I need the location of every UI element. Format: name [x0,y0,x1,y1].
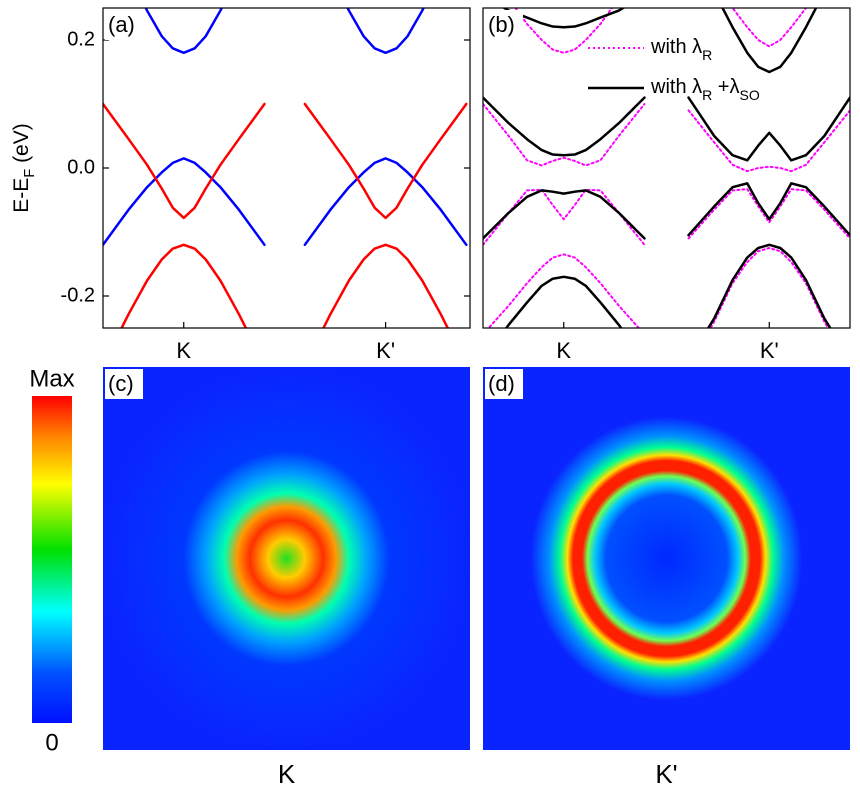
x-tick-label: K [176,338,191,363]
band-line [103,8,468,247]
heatmap [103,367,470,750]
colorbar-label: Max [29,365,74,392]
text-part: +λ [712,76,739,98]
frame [102,7,471,329]
panel-label: (a) [108,12,135,37]
text-part: with λ [650,76,702,98]
band-line [103,102,468,328]
y-tick-label: 0.0 [67,156,95,178]
panel-label: (b) [488,12,515,37]
text-part: (eV) [10,123,33,169]
colorbar [32,396,72,723]
plot-area [483,8,850,328]
legend-label: with λR +λSO [650,76,760,102]
panel-label-bg [105,369,143,399]
plot-area [103,8,468,328]
panel-label-bg [485,10,523,40]
subscript: F [22,169,38,178]
x-tick-label: K' [760,338,779,363]
y-axis-label: E-EF (eV) [10,123,38,213]
frame [482,7,851,329]
x-axis-label: K' [655,759,677,789]
heatmap [483,367,850,750]
colorbar-label: 0 [45,729,58,756]
panel-label: (c) [108,371,134,396]
x-axis-label: K [278,759,296,789]
band-line [483,8,850,328]
band-line [483,8,850,328]
subscript: SO [740,87,760,103]
text-part: E-E [10,178,33,213]
subscript: R [702,87,712,103]
subscript: R [702,47,712,63]
panel-label-bg [485,369,523,399]
y-tick-label: 0.2 [67,28,95,50]
panel-label: (d) [488,371,515,396]
x-tick-label: K' [376,338,395,363]
y-tick-label: -0.2 [61,284,95,306]
x-tick-label: K [556,338,571,363]
text-part: with λ [650,36,702,58]
legend-label: with λR [650,36,712,62]
panel-label-bg [105,10,143,40]
